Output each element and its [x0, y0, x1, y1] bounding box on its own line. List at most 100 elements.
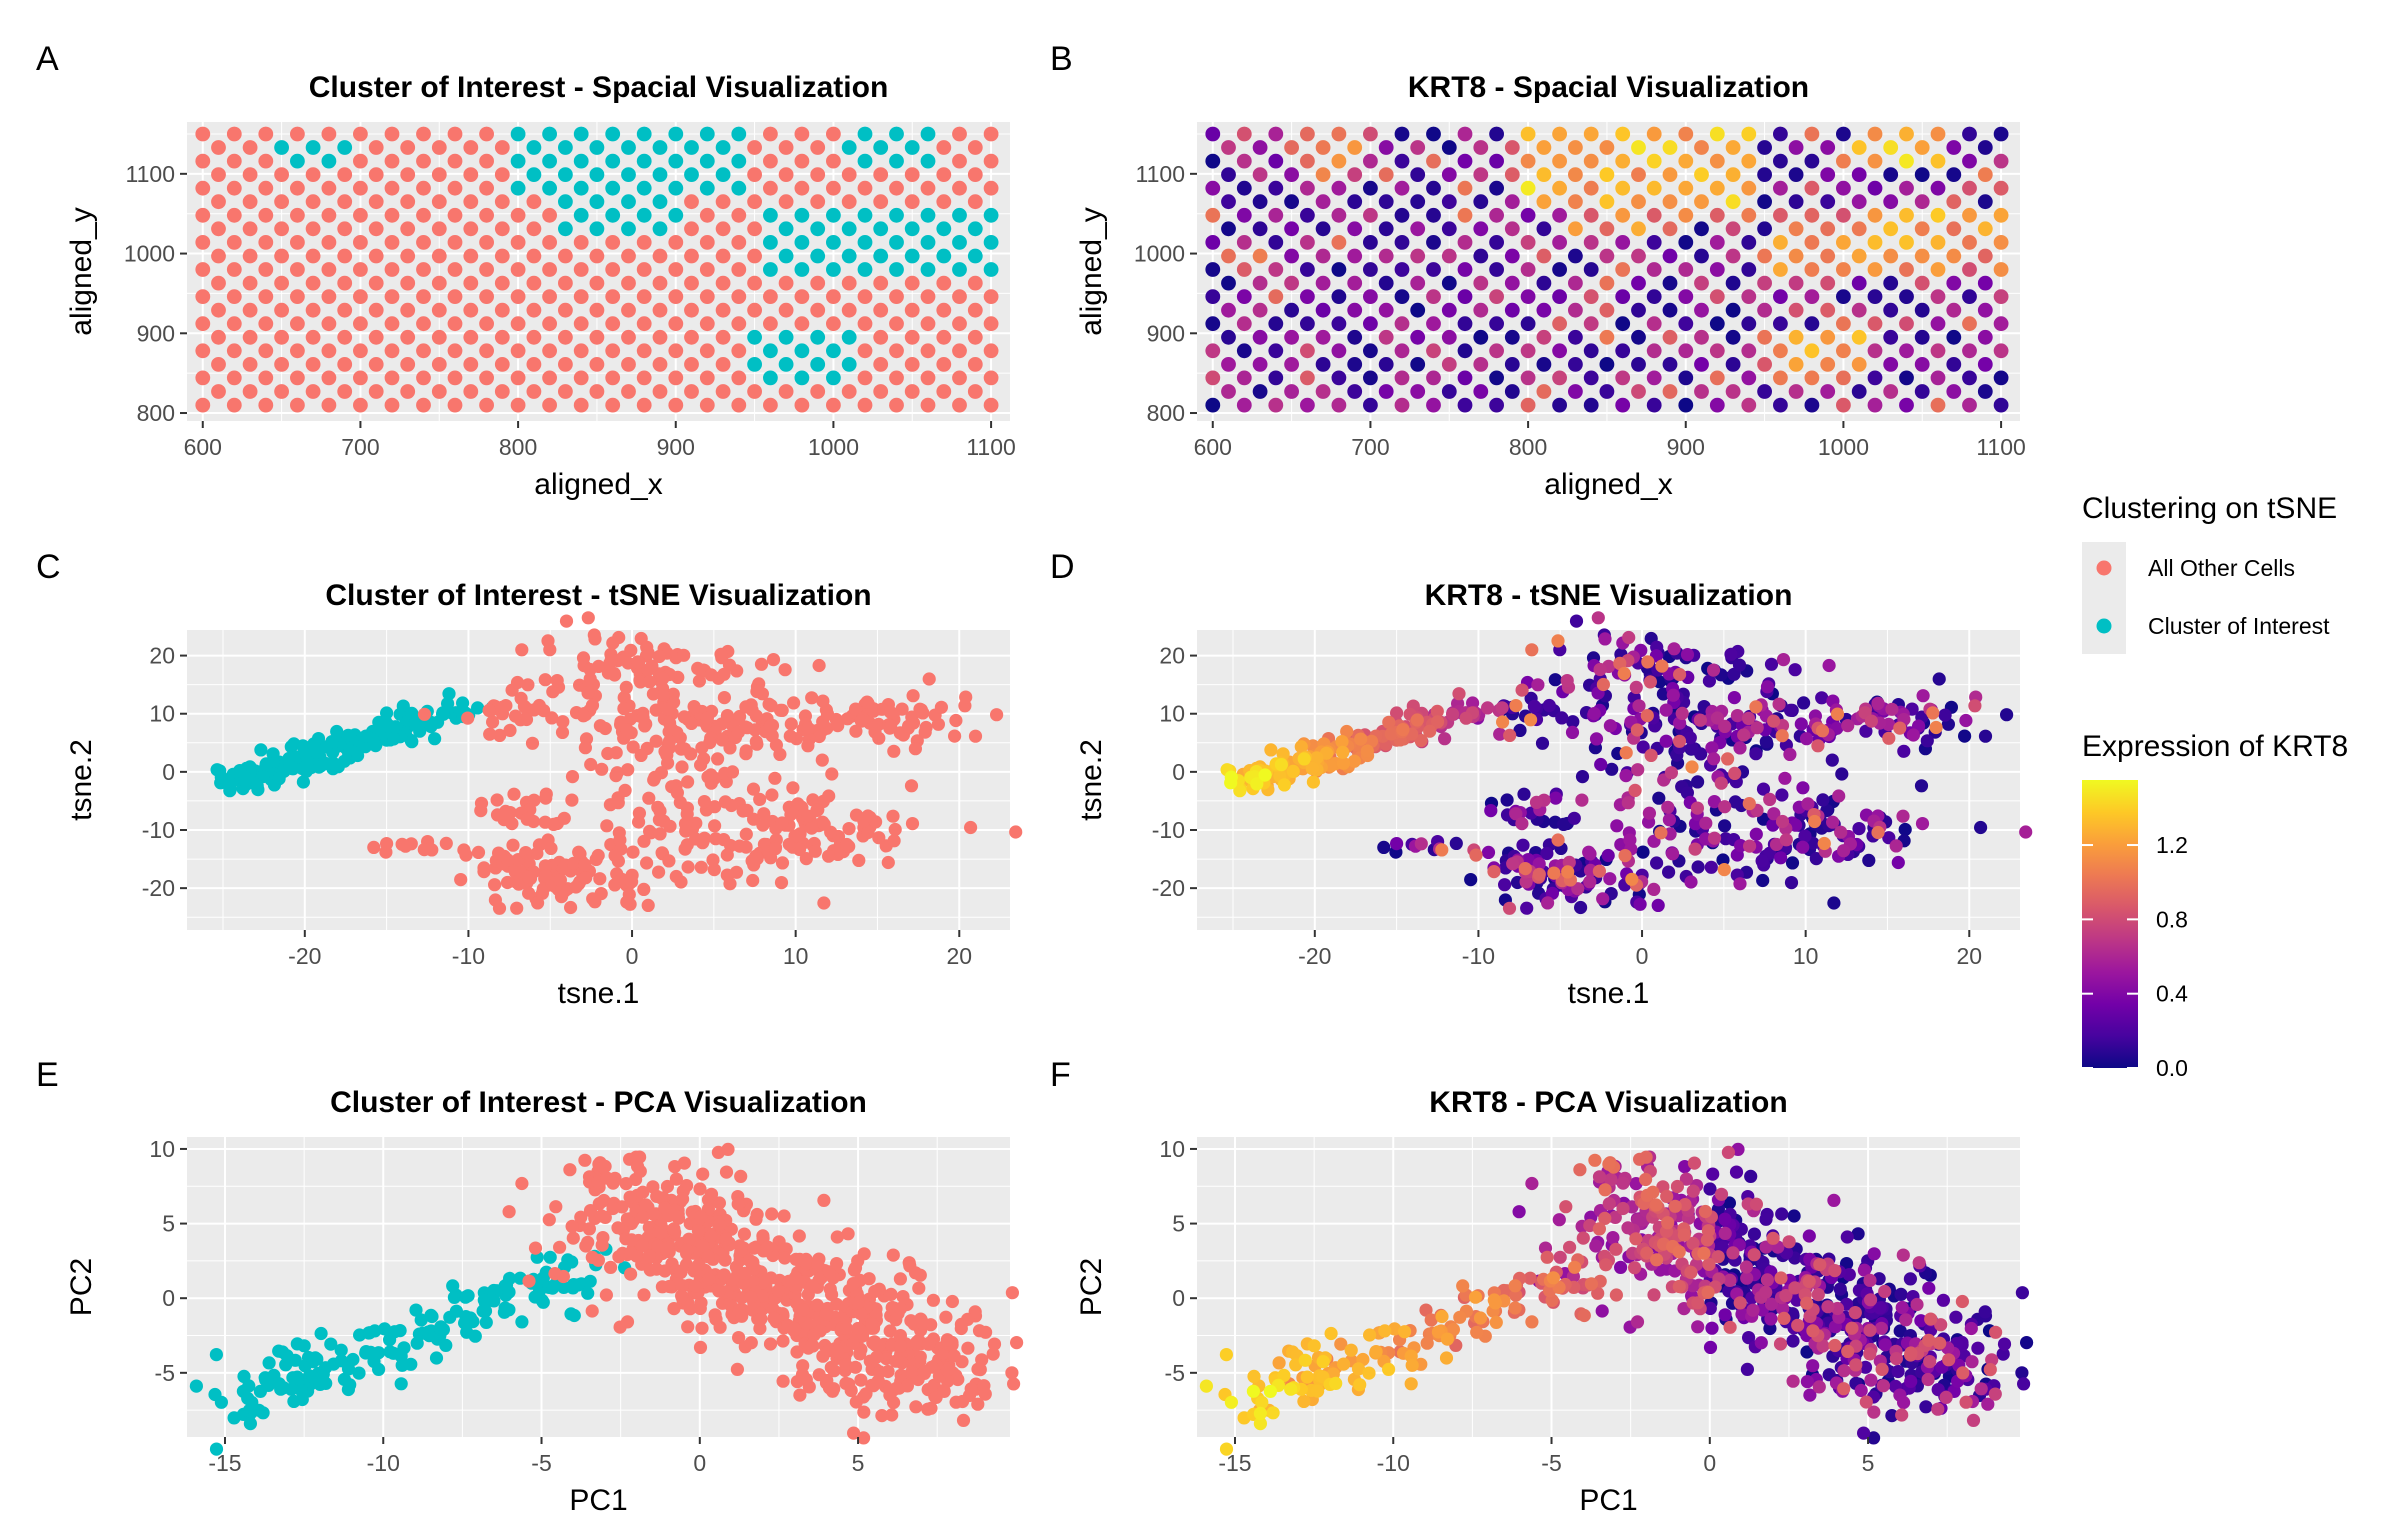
data-point	[1233, 784, 1247, 798]
data-point	[290, 370, 305, 386]
data-point	[1631, 221, 1646, 237]
data-point	[1977, 221, 1993, 237]
data-point	[1631, 357, 1646, 372]
data-point	[1614, 1260, 1628, 1274]
data-point	[654, 1191, 668, 1205]
data-point	[1662, 275, 1678, 291]
data-point	[857, 207, 873, 223]
data-point	[920, 289, 936, 304]
data-point	[564, 1307, 578, 1321]
data-point	[1568, 167, 1583, 183]
data-point	[527, 703, 541, 717]
data-point	[510, 370, 526, 386]
data-point	[606, 1201, 620, 1216]
data-point	[1625, 872, 1639, 886]
data-point	[542, 343, 557, 359]
data-point	[1457, 262, 1473, 277]
data-point	[1755, 854, 1769, 868]
data-point	[573, 262, 589, 277]
panel-tag: A	[36, 40, 59, 78]
data-point	[1693, 713, 1707, 727]
data-point	[1394, 316, 1410, 332]
data-point	[1631, 140, 1646, 155]
data-point	[1996, 1347, 2010, 1361]
data-point	[920, 180, 936, 196]
data-point	[367, 840, 381, 855]
data-point	[704, 668, 718, 682]
data-point	[501, 853, 515, 867]
data-point	[447, 262, 463, 277]
data-point	[474, 796, 489, 810]
data-point	[573, 207, 589, 223]
data-point	[211, 248, 226, 264]
data-point	[1863, 1323, 1877, 1337]
data-point	[1830, 707, 1845, 721]
data-point	[369, 739, 383, 753]
data-point	[1646, 235, 1662, 250]
data-point	[784, 717, 798, 731]
data-point	[479, 397, 494, 413]
data-point	[1615, 316, 1631, 332]
data-point	[1331, 153, 1347, 169]
data-point	[810, 1298, 824, 1312]
data-point	[1252, 194, 1268, 210]
data-point	[681, 775, 695, 789]
data-point	[1410, 221, 1426, 237]
data-point	[1899, 262, 1914, 277]
data-point	[209, 1348, 223, 1362]
data-point	[1737, 728, 1751, 742]
data-point	[1553, 1250, 1567, 1264]
data-point	[1316, 1355, 1330, 1369]
data-point	[940, 1363, 955, 1377]
data-point	[605, 343, 621, 359]
data-point	[353, 207, 368, 223]
data-point	[2019, 825, 2033, 839]
data-point	[305, 221, 321, 237]
data-point	[1547, 866, 1561, 880]
data-point	[1836, 153, 1851, 169]
data-point	[1435, 843, 1449, 857]
data-point	[1914, 329, 1930, 345]
data-point	[719, 1165, 734, 1179]
data-point	[971, 1397, 985, 1411]
data-point	[739, 700, 753, 714]
data-point	[1592, 1222, 1606, 1236]
data-point	[631, 655, 645, 669]
data-point	[1520, 343, 1536, 359]
data-point	[321, 207, 337, 223]
data-point	[1221, 275, 1236, 291]
data-point	[713, 1320, 727, 1334]
data-point	[1978, 729, 1993, 743]
data-point	[805, 821, 819, 835]
data-point	[778, 663, 792, 677]
data-point	[1662, 221, 1678, 237]
data-point	[526, 248, 542, 264]
data-point	[1583, 180, 1599, 196]
data-point	[608, 878, 622, 892]
data-point	[1568, 302, 1583, 318]
data-point	[1867, 370, 1883, 386]
data-point	[694, 758, 708, 772]
data-point	[494, 302, 510, 318]
data-point	[680, 1243, 694, 1257]
data-point	[1473, 140, 1489, 155]
data-point	[542, 1213, 556, 1227]
data-point	[258, 126, 274, 142]
data-point	[788, 1322, 802, 1336]
data-point	[841, 1227, 855, 1241]
data-point	[1430, 704, 1444, 719]
data-point	[642, 791, 656, 805]
data-point	[1709, 370, 1725, 386]
data-point	[640, 856, 654, 870]
data-point	[1661, 800, 1675, 814]
data-point	[1958, 729, 1972, 743]
data-point	[477, 865, 491, 879]
data-point	[1540, 1250, 1554, 1264]
data-point	[983, 235, 999, 250]
data-point	[589, 329, 605, 345]
data-point	[1449, 836, 1463, 851]
data-point	[841, 329, 857, 345]
data-point	[794, 207, 810, 223]
data-point	[1773, 207, 1788, 223]
data-point	[502, 1205, 516, 1219]
